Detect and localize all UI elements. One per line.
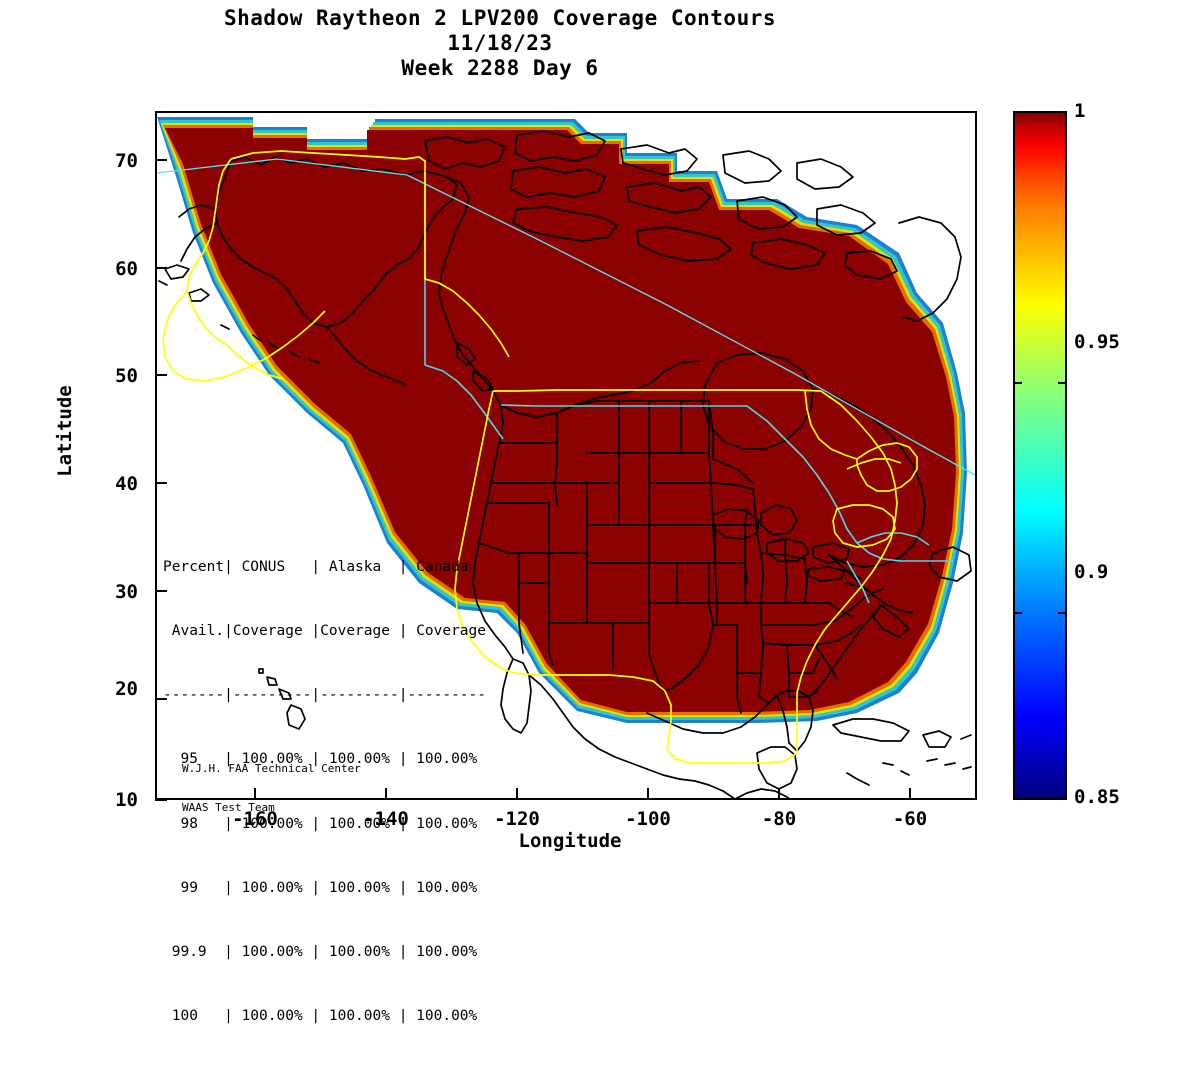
colorbar-tick-090-right bbox=[1058, 612, 1067, 614]
stats-header-row-1: Percent| CONUS | Alaska | Canada bbox=[163, 558, 469, 575]
xtick-label-minus80: -80 bbox=[761, 808, 797, 830]
table-row: 98 | 100.00% | 100.00% | 100.00% bbox=[163, 815, 478, 832]
ytick-label-60: 60 bbox=[115, 258, 138, 280]
coverage-map-svg bbox=[157, 117, 975, 798]
ytick-label-50: 50 bbox=[115, 365, 138, 387]
credit-line-1: W.J.H. FAA Technical Center bbox=[182, 762, 361, 775]
ytick-label-30: 30 bbox=[115, 581, 138, 603]
colorbar-label-09: 0.9 bbox=[1074, 561, 1109, 583]
title-line-3: Week 2288 Day 6 bbox=[401, 56, 599, 80]
title-line-1: Shadow Raytheon 2 LPV200 Coverage Contou… bbox=[223, 6, 776, 30]
xtick-label-minus160: -160 bbox=[232, 808, 278, 830]
ytick-label-20: 20 bbox=[115, 678, 138, 700]
credit-line-2: WAAS Test Team bbox=[182, 801, 275, 814]
xtick-label-minus60: -60 bbox=[892, 808, 928, 830]
ytick-label-70: 70 bbox=[115, 150, 138, 172]
coverage-region-fill bbox=[165, 128, 956, 712]
table-row: 99.9 | 100.00% | 100.00% | 100.00% bbox=[163, 944, 478, 961]
stats-header-rule: -------|---------|---------|--------- bbox=[163, 687, 487, 704]
colorbar bbox=[1013, 111, 1067, 800]
coastlines-layer bbox=[158, 130, 972, 798]
figure-canvas: Shadow Raytheon 2 LPV200 Coverage Contou… bbox=[0, 6, 1120, 1024]
xtick-label-minus100: -100 bbox=[625, 808, 671, 830]
colorbar-tick-095-left bbox=[1013, 382, 1022, 384]
credit-block: W.J.H. FAA Technical Center WAAS Test Te… bbox=[182, 736, 361, 840]
table-row: 100 | 100.00% | 100.00% | 100.00% bbox=[163, 1008, 478, 1025]
colorbar-label-085: 0.85 bbox=[1074, 786, 1120, 808]
ytick-label-40: 40 bbox=[115, 473, 138, 495]
colorbar-tick-090-left bbox=[1013, 612, 1022, 614]
y-axis-title: Latitude bbox=[54, 385, 76, 477]
colorbar-gradient bbox=[1013, 111, 1067, 800]
xtick-label-minus140: -140 bbox=[363, 808, 409, 830]
colorbar-label-095: 0.95 bbox=[1074, 331, 1120, 353]
ytick-label-10: 10 bbox=[115, 789, 138, 811]
colorbar-tick-095-right bbox=[1058, 382, 1067, 384]
x-axis-title: Longitude bbox=[518, 830, 622, 852]
table-row: 95 | 100.00% | 100.00% | 100.00% bbox=[163, 751, 478, 768]
stats-header-row-2: Avail.|Coverage |Coverage | Coverage bbox=[163, 623, 487, 640]
table-row: 99 | 100.00% | 100.00% | 100.00% bbox=[163, 879, 478, 896]
xtick-label-minus120: -120 bbox=[494, 808, 540, 830]
service-volume-layer bbox=[162, 150, 918, 764]
title-line-2: 11/18/23 bbox=[447, 31, 553, 55]
map-plot-area bbox=[155, 111, 977, 800]
colorbar-label-1: 1 bbox=[1074, 100, 1086, 122]
figure-title-block: Shadow Raytheon 2 LPV200 Coverage Contou… bbox=[0, 6, 1000, 81]
